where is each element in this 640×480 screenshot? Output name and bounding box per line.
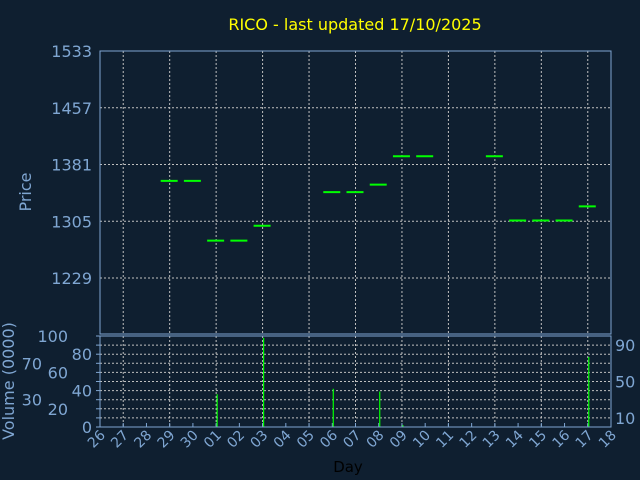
price-tick-label: 1457 (51, 99, 92, 118)
volume-axis-label: Volume (0000) (0, 322, 18, 440)
x-tick-label: 27 (108, 428, 132, 452)
x-tick-label: 12 (457, 428, 481, 452)
x-tick-label: 10 (410, 428, 434, 452)
volume-tick-label: 60 (48, 363, 68, 382)
volume-tick-label: 10 (615, 409, 635, 428)
x-tick-label: 01 (201, 428, 225, 452)
x-tick-label: 16 (549, 427, 573, 451)
x-tick-label: 11 (433, 428, 457, 452)
x-tick-label: 18 (596, 428, 620, 452)
x-tick-label: 17 (573, 428, 597, 452)
volume-tick-label: 80 (72, 345, 92, 364)
x-tick-label: 09 (387, 428, 411, 452)
x-tick-label: 30 (178, 428, 202, 452)
chart-title: RICO - last updated 17/10/2025 (228, 15, 481, 34)
x-axis-label: Day (333, 458, 363, 476)
volume-tick-label: 40 (72, 382, 92, 401)
volume-tick-label: 90 (615, 336, 635, 355)
volume-plot-frame (99, 335, 612, 428)
x-tick-label: 02 (224, 428, 248, 452)
volume-tick-label: 0 (82, 418, 92, 437)
volume-tick-label: 70 (22, 354, 42, 373)
x-tick-label: 28 (131, 428, 155, 452)
x-tick-label: 05 (294, 428, 318, 452)
volume-tick-label: 50 (615, 373, 635, 392)
x-tick-label: 29 (155, 428, 179, 452)
x-tick-label: 03 (247, 428, 271, 452)
x-tick-label: 06 (317, 427, 341, 451)
volume-tick-label: 30 (22, 391, 42, 410)
x-tick-label: 08 (364, 428, 388, 452)
price-tick-label: 1229 (51, 269, 92, 288)
price-tick-label: 1305 (51, 212, 92, 231)
x-tick-label: 07 (340, 428, 364, 452)
volume-tick-label: 100 (37, 327, 68, 346)
x-tick-label: 04 (271, 427, 295, 451)
x-tick-label: 14 (503, 427, 527, 451)
price-axis-label: Price (16, 172, 35, 211)
price-plot-frame (99, 50, 612, 335)
volume-tick-label: 20 (48, 400, 68, 419)
x-tick-label: 13 (480, 428, 504, 452)
x-tick-label: 15 (526, 428, 550, 452)
price-tick-label: 1533 (51, 42, 92, 61)
price-tick-label: 1381 (51, 156, 92, 175)
